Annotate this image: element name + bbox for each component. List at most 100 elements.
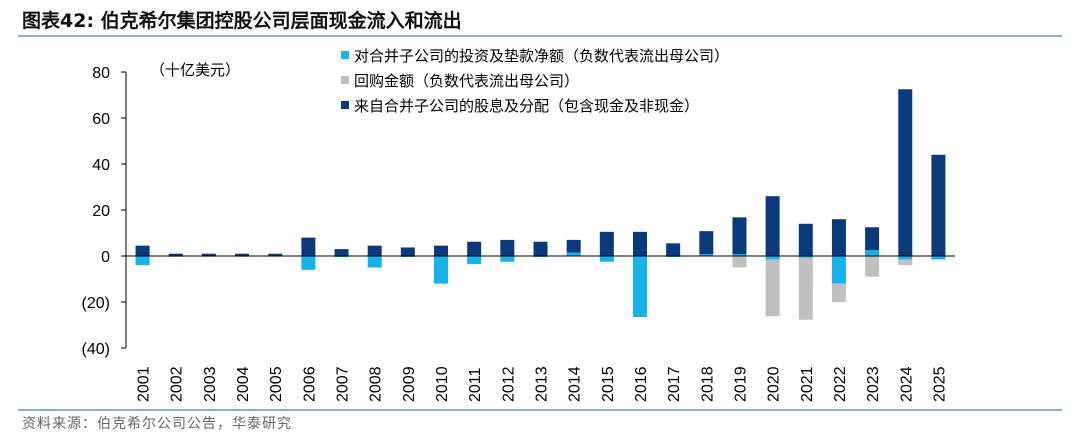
y-tick-label: 60 — [92, 111, 110, 128]
legend-swatch — [341, 76, 349, 84]
bar-2001-series-3 — [135, 245, 150, 256]
bar-2005-series-3 — [268, 253, 283, 256]
x-tick-label: 2012 — [500, 366, 517, 402]
x-tick-label: 2006 — [301, 366, 318, 402]
x-tick-label: 2002 — [169, 366, 186, 402]
bar-2002-series-3 — [168, 253, 183, 256]
bar-2022-series-2 — [831, 283, 846, 302]
bar-2004-series-3 — [235, 253, 250, 256]
bar-2013-series-1 — [533, 256, 548, 258]
figure-title: 图表42: 伯克希尔集团控股公司层面现金流入和流出 — [22, 10, 462, 32]
source-divider — [18, 409, 1062, 411]
bar-2006-series-3 — [301, 237, 316, 256]
bar-2015-series-1 — [599, 256, 614, 262]
x-tick-label: 2023 — [865, 366, 882, 402]
bar-2017-series-3 — [666, 243, 681, 256]
bar-2018-series-3 — [699, 231, 714, 255]
bar-2019-series-1 — [732, 254, 747, 256]
bar-2006-series-1 — [301, 256, 316, 270]
bar-2021-series-1 — [798, 256, 813, 258]
legend-label: 对合并子公司的投资及垫款净额（负数代表流出母公司） — [354, 47, 729, 65]
bar-2019-series-2 — [732, 256, 747, 268]
bar-2016-series-1 — [632, 256, 647, 317]
bars — [135, 89, 946, 320]
bar-2024-series-2 — [898, 259, 913, 266]
x-tick-label: 2025 — [931, 366, 948, 402]
bar-2022-series-3 — [831, 219, 846, 256]
unit-label: （十亿美元） — [150, 61, 240, 79]
x-tick-label: 2018 — [699, 366, 716, 402]
bar-2023-series-3 — [865, 227, 880, 251]
y-tick-label: 20 — [92, 203, 110, 220]
bar-2010-series-3 — [434, 245, 449, 256]
source-note: 资料来源：伯克希尔公司公告，华泰研究 — [22, 416, 292, 432]
bar-2016-series-3 — [632, 231, 647, 256]
bar-2025-series-3 — [931, 154, 946, 256]
bar-2011-series-1 — [467, 256, 482, 265]
bar-2017-series-1 — [666, 256, 681, 258]
y-axis-ticks: 80 60 40 20 0 (20) (40) — [82, 65, 126, 358]
x-tick-label: 2013 — [534, 366, 551, 402]
legend-label: 回购金额（负数代表流出母公司） — [354, 72, 579, 90]
x-tick-label: 2017 — [666, 366, 683, 402]
bar-2020-series-3 — [765, 196, 780, 256]
bar-2021-series-2 — [798, 257, 813, 320]
x-tick-label: 2010 — [434, 366, 451, 402]
x-tick-label: 2005 — [268, 366, 285, 402]
bar-2014-series-3 — [566, 239, 581, 253]
x-tick-label: 2019 — [732, 366, 749, 402]
x-tick-label: 2004 — [235, 366, 252, 402]
bar-2010-series-1 — [434, 256, 449, 284]
y-tick-label: 0 — [101, 249, 110, 266]
x-tick-label: 2009 — [401, 366, 418, 402]
x-tick-label: 2003 — [202, 366, 219, 402]
bar-2020-series-1 — [765, 256, 780, 260]
x-tick-label: 2008 — [368, 366, 385, 402]
bar-2020-series-2 — [765, 259, 780, 317]
bar-2024-series-1 — [898, 256, 913, 260]
bar-2003-series-3 — [201, 253, 216, 256]
bar-2019-series-3 — [732, 217, 747, 255]
bar-2024-series-3 — [898, 89, 913, 256]
y-tick-label: (40) — [82, 341, 110, 358]
legend-swatch — [341, 51, 349, 59]
legend-label: 来自合并子公司的股息及分配（包含现金及非现金） — [354, 97, 699, 115]
bar-2012-series-3 — [500, 239, 515, 256]
bar-2022-series-1 — [831, 256, 846, 284]
x-tick-label: 2014 — [567, 366, 584, 402]
x-tick-label: 2015 — [600, 366, 617, 402]
bar-2018-series-1 — [699, 254, 714, 256]
legend: 对合并子公司的投资及垫款净额（负数代表流出母公司） 回购金额（负数代表流出母公司）… — [341, 47, 729, 115]
bar-2023-series-1 — [865, 250, 880, 256]
bar-2008-series-1 — [367, 256, 382, 268]
bar-2023-series-2 — [865, 256, 880, 277]
bar-2011-series-3 — [467, 241, 482, 256]
x-tick-label: 2021 — [799, 366, 816, 402]
bar-2021-series-3 — [798, 223, 813, 256]
x-axis-ticks: 2001 2002 2003 2004 2005 2006 2007 2008 2009 2010… — [136, 366, 949, 402]
x-tick-label: 2007 — [335, 366, 352, 402]
x-tick-label: 2011 — [467, 367, 484, 402]
legend-swatch — [341, 101, 349, 109]
bar-2012-series-1 — [500, 256, 515, 262]
bar-2015-series-3 — [599, 231, 614, 256]
bar-2009-series-1 — [400, 256, 415, 258]
bar-2001-series-1 — [135, 256, 150, 266]
x-tick-label: 2020 — [766, 366, 783, 402]
bar-2013-series-3 — [533, 241, 548, 256]
bar-2007-series-3 — [334, 249, 349, 256]
bar-2014-series-1 — [566, 252, 581, 256]
x-tick-label: 2001 — [136, 366, 153, 402]
y-tick-label: 80 — [92, 65, 110, 82]
x-tick-label: 2022 — [832, 366, 849, 402]
bar-2009-series-3 — [400, 247, 415, 256]
bar-2008-series-3 — [367, 245, 382, 256]
x-tick-label: 2024 — [898, 366, 915, 402]
bar-2025-series-1 — [931, 256, 946, 260]
y-tick-label: (20) — [82, 295, 110, 312]
y-tick-label: 40 — [92, 157, 110, 174]
title-divider — [18, 35, 1062, 37]
bar-2007-series-1 — [334, 256, 349, 258]
x-tick-label: 2016 — [633, 366, 650, 402]
